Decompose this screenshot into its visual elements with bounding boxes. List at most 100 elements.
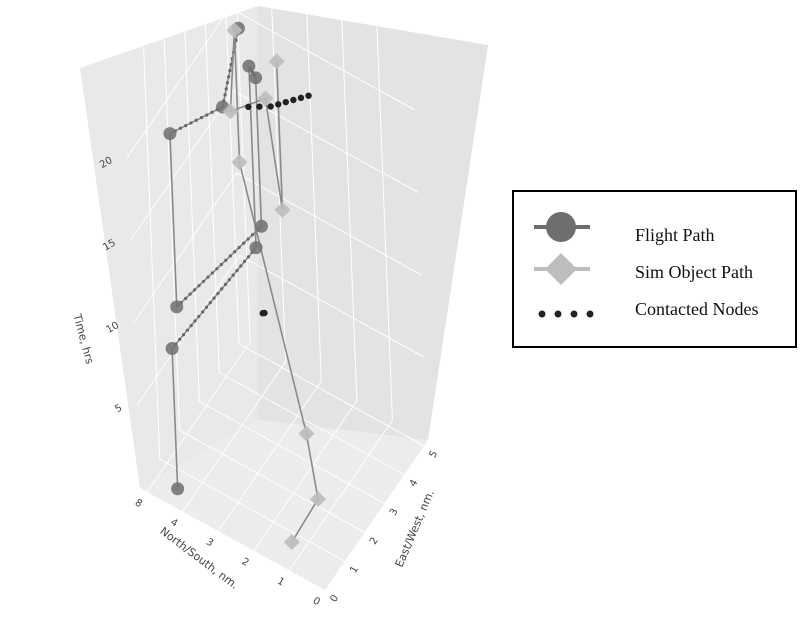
flight-path-point [249,241,263,255]
gridline-time [239,255,425,358]
y-tick-label: 4 [168,517,179,530]
path-sample-dot [188,292,192,296]
legend: Flight Path Sim Object Path Contacted No… [512,190,797,348]
y-tick-label: 2 [240,556,251,569]
contacted-node-point [305,92,312,99]
path-sample-dot [208,301,212,305]
path-sample-dot [212,296,216,300]
path-sample-dot [185,328,189,332]
path-sample-dot [206,275,210,279]
contacted-node-point [275,101,282,108]
data-markers [163,21,327,551]
gridline-ew-floor [218,372,405,476]
sim-object-point [274,202,291,219]
gridline-ew [143,46,161,460]
gridline-ns [270,0,287,362]
gridline-time [129,90,234,241]
y-tick-label: 0 [311,595,322,608]
legend-dot-icon [586,310,594,318]
back-wall-left [80,6,258,488]
path-sample-dot [227,75,231,79]
sim-object-point [268,53,285,70]
gridline-ns-floor [182,361,287,512]
path-sample-dot [246,237,250,241]
path-sample-dot [250,233,255,237]
gridline-ns-floor [217,380,322,532]
gridline-time [236,172,422,276]
x-axis-title: East/West, nm. [393,488,437,569]
gridline-ew [183,0,200,402]
contacted-node-point [245,103,252,111]
gridline-ns [305,0,322,382]
sim-object-point [257,90,274,107]
gridline-time [126,7,231,159]
z-tick-label: 5 [113,403,124,416]
floor [140,420,428,590]
x-tick-label: 1 [348,564,361,575]
path-sample-dot [184,296,188,300]
legend-dot-icon [538,310,546,318]
path-sample-dot [199,116,204,120]
path-sample-dot [201,310,205,314]
gridline-ew-floor [159,458,346,562]
x-tick-label: 4 [408,478,421,489]
path-sample-dot [239,264,243,268]
gridline-ns-floor [253,400,358,552]
gridline-ns [236,0,251,342]
path-sample-dot [197,314,201,319]
path-sample-dot [192,288,197,292]
path-sample-dot [223,282,228,286]
legend-circle-icon [546,212,576,242]
path-sample-dot [201,279,206,284]
path-sample-dot [235,268,239,273]
path-sample-dot [243,259,247,264]
path-sample-dot [197,284,201,288]
path-sample-dot [231,273,235,277]
path-sample-dot [246,255,251,259]
x-tick-label: 2 [368,536,381,547]
x-tick-label: 5 [428,449,441,460]
flight-path-point [254,219,268,233]
legend-item-sim-object: Sim Object Path [534,253,753,285]
gridline-ns-floor [146,341,251,493]
flight-path-point [242,59,256,73]
path-sample-dot [224,258,228,262]
path-sample-dot [215,267,219,271]
path-sample-dot [223,93,227,97]
contacted-node-point [256,103,263,110]
flight-path-point [171,482,185,496]
legend-item-flight-path: Flight Path [534,212,715,245]
path-sample-dot [210,271,215,275]
y-tick-label: 3 [204,537,215,550]
gridline-ew-floor [238,343,425,447]
path-sample-dot [205,113,209,117]
gridline-ew [204,0,220,373]
back-wall-right [258,6,488,440]
path-sample-dot [237,245,241,250]
x-tick-label: 0 [328,593,341,604]
legend-dot-icon [570,310,578,318]
legend-dot-icon [554,310,562,318]
gridline-ns-floor [289,420,393,571]
sim-object-point [222,103,239,120]
path-sample-dot [220,287,224,291]
flight-path-point [163,127,177,141]
contacted-node-point [267,103,274,110]
contacted-node-point [290,96,297,104]
flight-path-point [249,71,263,85]
contacted-node-point [261,309,268,317]
path-sample-dot [189,323,193,328]
flight-path-point [170,300,184,314]
path-sample-dot [193,319,197,323]
path-sample-dot [178,126,183,130]
y-tick-label: 8 [133,497,144,510]
gridline-ew [162,17,181,431]
path-sample-dot [228,254,232,258]
x-tick-label: 3 [388,507,401,518]
contacted-node-point [297,94,305,102]
legend-label-flight-path: Flight Path [635,225,715,245]
legend-label-contacted-nodes: Contacted Nodes [635,299,758,319]
path-sample-dot [189,121,193,125]
path-sample-dot [225,81,230,85]
